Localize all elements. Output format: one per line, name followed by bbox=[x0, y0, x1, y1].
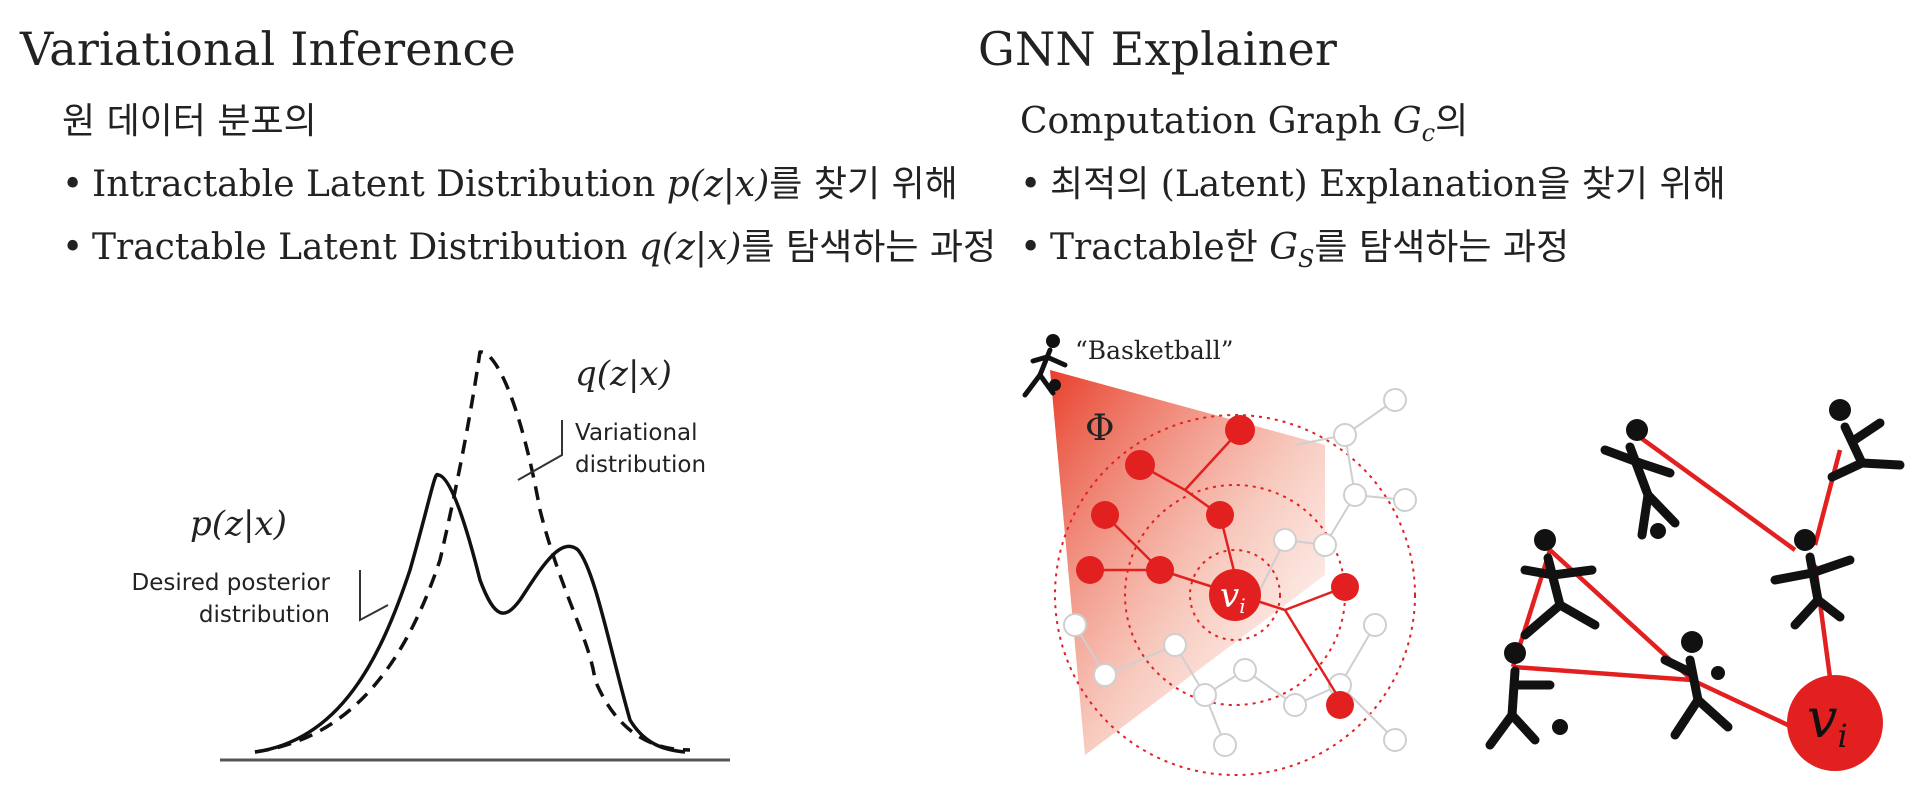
p-label: p(z|x) bbox=[190, 504, 287, 544]
bullet-dot: • bbox=[1020, 227, 1042, 268]
target-node-label: vi bbox=[1220, 576, 1246, 618]
p-distribution-curve bbox=[254, 472, 686, 754]
ball-icon bbox=[1049, 379, 1061, 391]
p-pointer bbox=[359, 570, 389, 622]
left-bullet-2: • Tractable Latent Distribution q(z|x)를 탐… bbox=[62, 227, 997, 268]
right-bullet-2: • Tractable한 GS를 탐색하는 과정 bbox=[1020, 227, 1570, 274]
subgraph-target-node bbox=[1787, 675, 1883, 771]
q-distribution-curve bbox=[254, 350, 691, 754]
right-bullet-1: • 최적의 (Latent) Explanation을 찾기 위해 bbox=[1020, 164, 1726, 205]
left-subtitle: 원 데이터 분포의 bbox=[62, 101, 317, 142]
explanation-subgraph-figure: vi bbox=[1485, 399, 1905, 771]
q-desc-line1: Variational bbox=[575, 420, 698, 446]
subgraph-balls bbox=[1552, 523, 1725, 735]
q-desc-line2: distribution bbox=[575, 452, 706, 478]
background-graph bbox=[1063, 388, 1417, 757]
computation-graph-figure: “Basketball” Φ vi bbox=[1022, 334, 1417, 776]
explainer-nodes bbox=[1076, 415, 1359, 719]
phi-label: Φ bbox=[1085, 408, 1115, 449]
left-bullet-1: • Intractable Latent Distribution p(z|x)를… bbox=[62, 164, 958, 205]
bullet-dot: • bbox=[1020, 164, 1042, 205]
subgraph-target-label: vi bbox=[1807, 687, 1848, 755]
hop-ring-3 bbox=[1054, 414, 1416, 776]
target-node bbox=[1209, 569, 1261, 621]
basketball-label: “Basketball” bbox=[1075, 336, 1234, 365]
left-title: Variational Inference bbox=[20, 22, 516, 76]
subgraph-people bbox=[1485, 399, 1905, 750]
hop-ring-1 bbox=[1189, 549, 1281, 641]
explainer-cone bbox=[1050, 370, 1325, 755]
p-desc-line1: Desired posterior bbox=[132, 570, 331, 596]
q-pointer bbox=[517, 420, 563, 481]
bullet-dot: • bbox=[62, 227, 84, 268]
p-desc-line2: distribution bbox=[199, 602, 330, 628]
bullet-dot: • bbox=[62, 164, 84, 205]
q-label: q(z|x) bbox=[575, 354, 672, 394]
person-icon bbox=[1022, 334, 1068, 398]
right-title: GNN Explainer bbox=[978, 22, 1338, 76]
right-subtitle: Computation Graph Gc의 bbox=[1020, 101, 1469, 148]
distribution-figure: q(z|x) Variational distribution p(z|x) D… bbox=[132, 350, 730, 762]
